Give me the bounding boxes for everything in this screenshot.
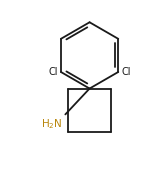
- Text: Cl: Cl: [121, 67, 131, 77]
- Text: H$_2$N: H$_2$N: [41, 117, 63, 131]
- Text: Cl: Cl: [48, 67, 58, 77]
